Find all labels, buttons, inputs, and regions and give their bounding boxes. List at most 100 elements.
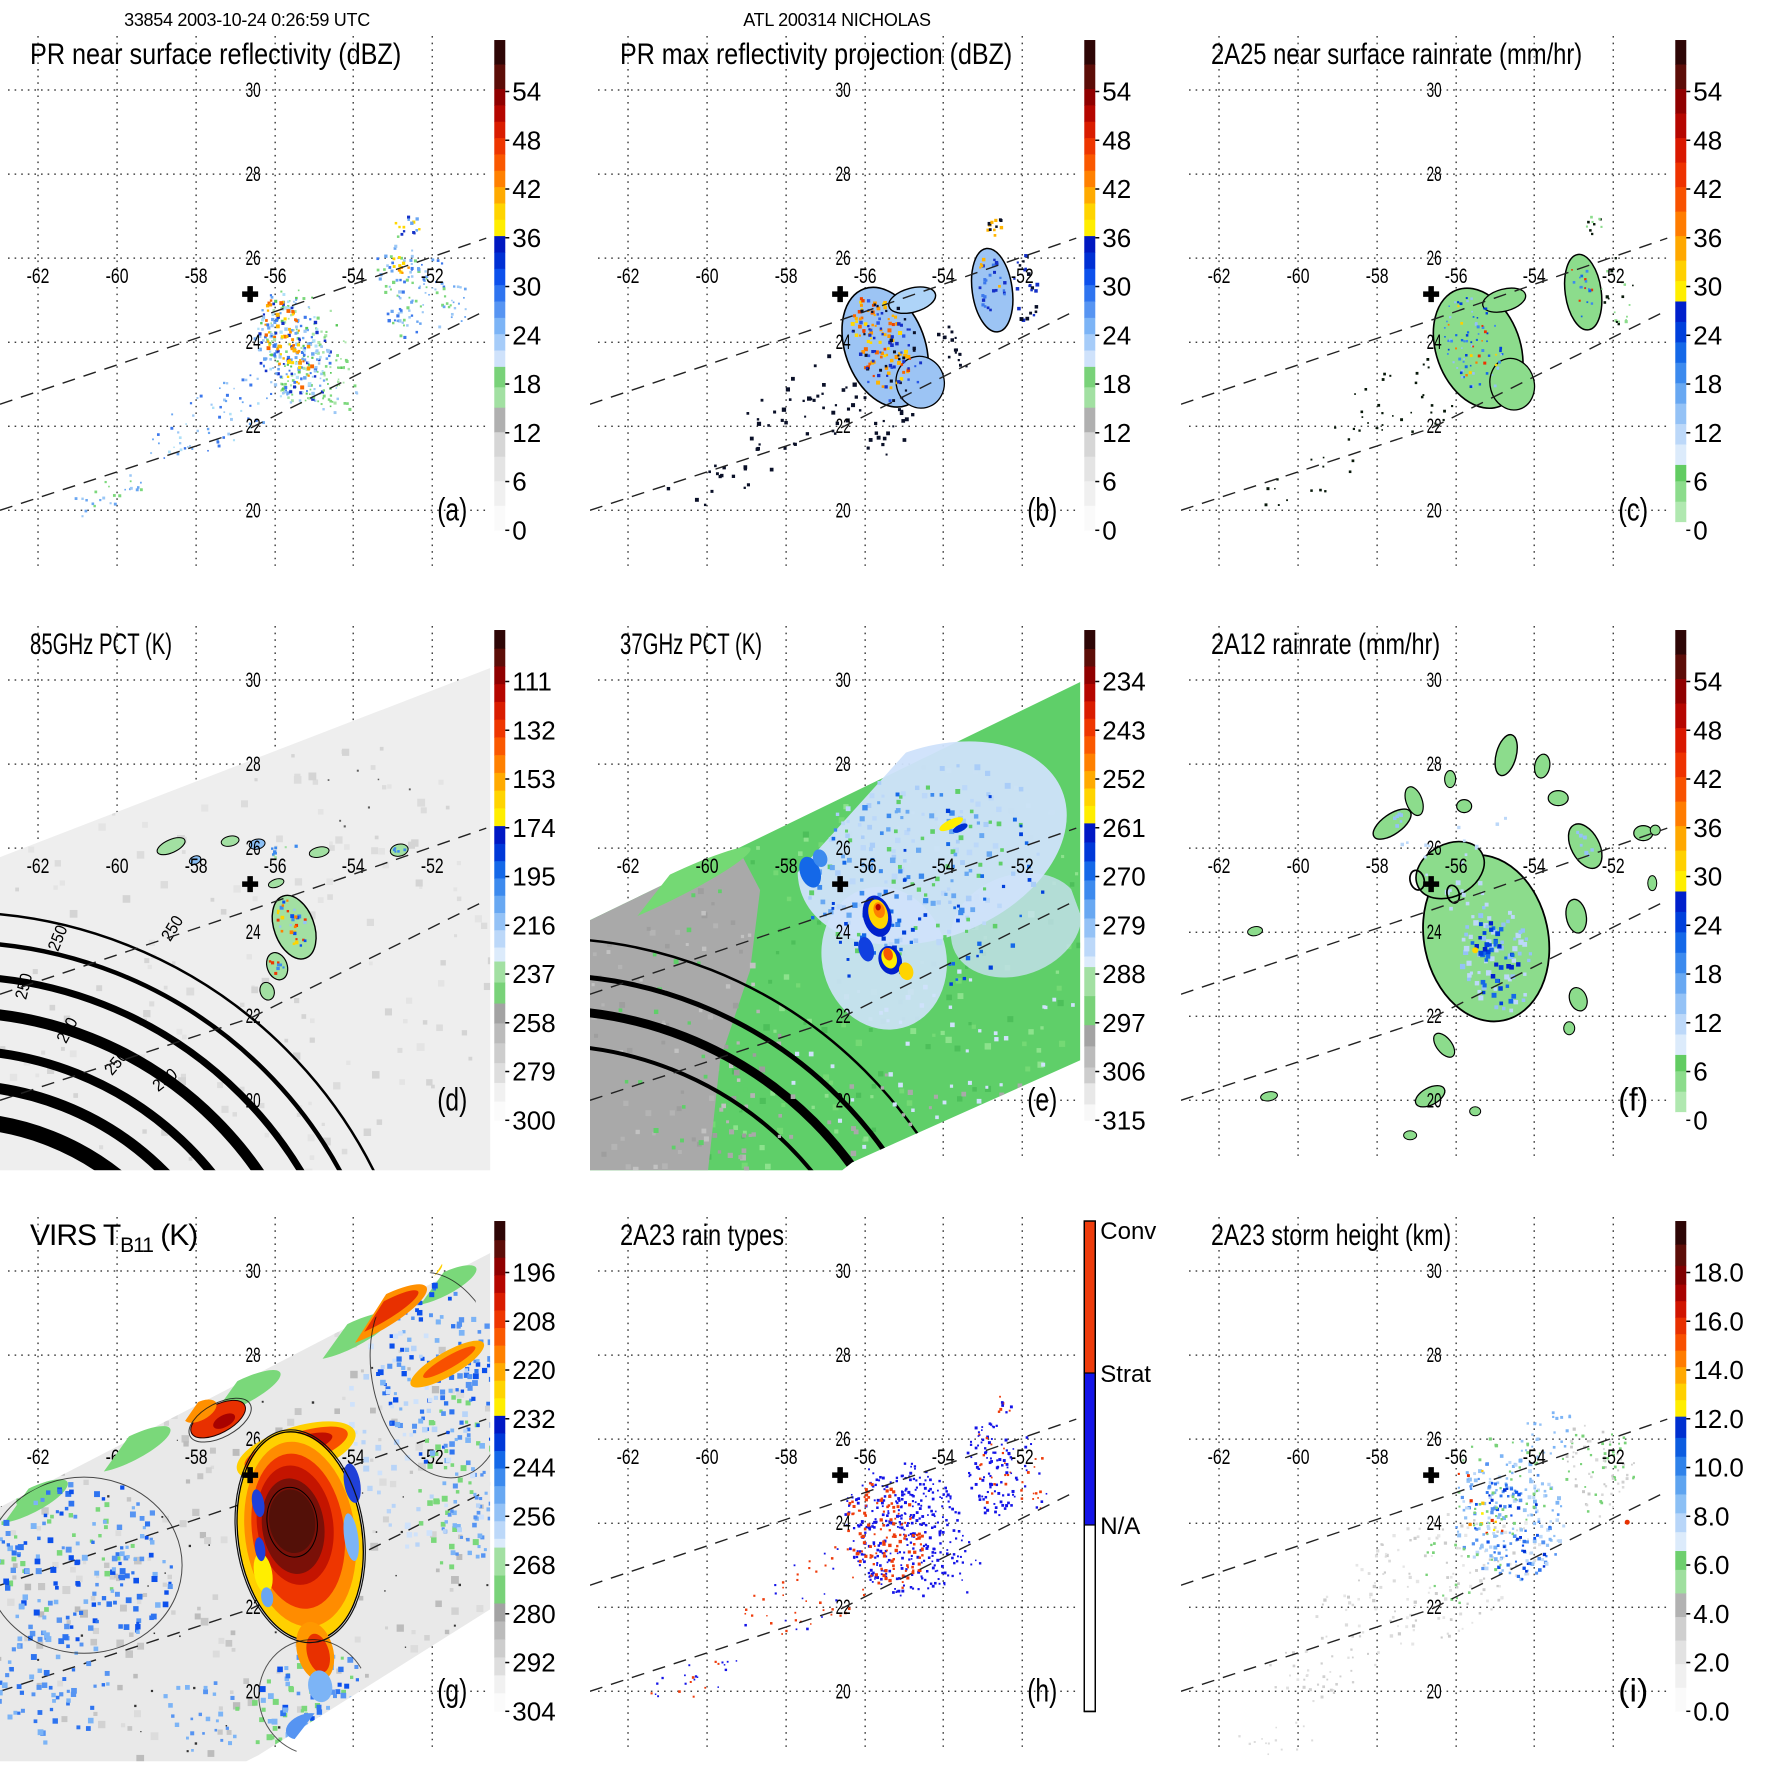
svg-text:292: 292 xyxy=(512,1647,555,1677)
svg-text:24: 24 xyxy=(1426,922,1441,945)
svg-text:36: 36 xyxy=(512,223,541,253)
svg-text:20: 20 xyxy=(836,1090,851,1113)
svg-text:132: 132 xyxy=(512,716,555,746)
svg-text:12: 12 xyxy=(1693,1008,1722,1038)
svg-text:-58: -58 xyxy=(775,265,798,288)
svg-text:6: 6 xyxy=(1693,467,1707,497)
svg-text:-60: -60 xyxy=(106,855,129,878)
storm-center-marker xyxy=(242,286,259,303)
colorbar: Conv Strat N/A xyxy=(1083,1218,1157,1712)
svg-text:-58: -58 xyxy=(185,265,208,288)
svg-text:-60: -60 xyxy=(696,1446,719,1469)
svg-text:-58: -58 xyxy=(185,1446,208,1469)
svg-text:270: 270 xyxy=(1103,862,1146,892)
storm-center-marker xyxy=(1422,286,1439,303)
svg-text:54: 54 xyxy=(512,77,541,107)
panel-title: 85GHz PCT (K) xyxy=(30,628,172,661)
svg-text:54: 54 xyxy=(1693,77,1722,107)
svg-text:24: 24 xyxy=(246,922,261,945)
panel-title: 2A12 rainrate (mm/hr) xyxy=(1211,628,1440,661)
svg-text:26: 26 xyxy=(246,837,261,860)
svg-text:30: 30 xyxy=(1693,862,1722,892)
svg-text:111: 111 xyxy=(512,667,552,697)
panel-a: -62 -60 -58 -56 -54 -52 30 28 26 24 22 20 (a) PR near… xyxy=(0,0,590,590)
panel-i: -62 -60 -58 -56 -54 -52 30 28 26 24 22 20 (i) 2A23 st… xyxy=(1180,1181,1771,1771)
svg-text:-62: -62 xyxy=(617,855,640,878)
storm-center-marker xyxy=(832,1466,849,1483)
panel-f: -62 -60 -58 -56 -54 -52 30 28 26 24 22 20 (f) 2A12 ra… xyxy=(1180,590,1771,1180)
svg-text:24: 24 xyxy=(1103,320,1132,350)
panel-title: VIRS TB11 (K) xyxy=(30,1219,197,1257)
overpass-header: 33854 2003-10-24 0:26:59 UTC xyxy=(124,10,370,30)
svg-text:-54: -54 xyxy=(342,265,365,288)
graticule xyxy=(1188,1216,1667,1751)
svg-text:48: 48 xyxy=(1693,716,1722,746)
svg-text:24: 24 xyxy=(836,922,851,945)
svg-text:0: 0 xyxy=(1103,515,1117,545)
storm-header: ATL 200314 NICHOLAS xyxy=(743,10,931,30)
svg-text:6: 6 xyxy=(1103,467,1117,497)
svg-text:-62: -62 xyxy=(27,265,50,288)
svg-text:-58: -58 xyxy=(1365,855,1388,878)
svg-text:-62: -62 xyxy=(617,1446,640,1469)
panel-h: -62 -60 -58 -56 -54 -52 30 28 26 24 22 20 (h) 2A23 ra… xyxy=(590,1181,1180,1771)
svg-text:-54: -54 xyxy=(932,855,955,878)
svg-text:-56: -56 xyxy=(854,265,877,288)
svg-text:244: 244 xyxy=(512,1452,555,1482)
svg-text:20: 20 xyxy=(836,1680,851,1703)
panel-letter: (b) xyxy=(1028,491,1058,527)
svg-text:304: 304 xyxy=(512,1696,555,1726)
svg-text:-56: -56 xyxy=(264,265,287,288)
panel-e: -62 -60 -58 -56 -54 -52 30 28 26 24 22 20 (e) 37GHz P… xyxy=(590,590,1180,1180)
colorbar: 54 48 42 36 30 24 18 12 6 0 xyxy=(494,40,541,545)
svg-text:28: 28 xyxy=(246,753,261,776)
svg-text:30: 30 xyxy=(1426,79,1441,102)
panel-letter: (c) xyxy=(1618,491,1648,527)
svg-text:-56: -56 xyxy=(1444,855,1467,878)
svg-text:-56: -56 xyxy=(854,855,877,878)
storm-center-marker xyxy=(242,876,259,893)
svg-text:-62: -62 xyxy=(617,265,640,288)
panel-title: 2A23 storm height (km) xyxy=(1211,1219,1451,1252)
panel-title: 2A23 rain types xyxy=(620,1219,784,1252)
panel-title: 2A25 near surface rainrate (mm/hr) xyxy=(1211,38,1582,71)
storm-center-marker xyxy=(832,876,849,893)
svg-text:42: 42 xyxy=(1103,174,1132,204)
storm-center-marker xyxy=(1422,1466,1439,1483)
svg-text:261: 261 xyxy=(1103,813,1146,843)
svg-text:30: 30 xyxy=(1693,272,1722,302)
svg-text:-60: -60 xyxy=(1286,265,1309,288)
svg-text:288: 288 xyxy=(1103,959,1146,989)
svg-text:24: 24 xyxy=(1693,320,1722,350)
svg-text:Conv: Conv xyxy=(1101,1218,1157,1245)
svg-text:-58: -58 xyxy=(185,855,208,878)
svg-text:26: 26 xyxy=(836,247,851,270)
panel-letter: (d) xyxy=(437,1082,467,1118)
panel-letter: (a) xyxy=(437,491,467,527)
colorbar: 234 243 252 261 270 279 288 297 306 315 xyxy=(1084,630,1146,1136)
svg-text:42: 42 xyxy=(1693,764,1722,794)
svg-text:26: 26 xyxy=(246,247,261,270)
svg-text:-52: -52 xyxy=(1601,855,1624,878)
colorbar: 54 48 42 36 30 24 18 12 6 0 xyxy=(1084,40,1132,545)
svg-text:26: 26 xyxy=(1426,837,1441,860)
svg-text:30: 30 xyxy=(836,79,851,102)
svg-text:256: 256 xyxy=(512,1501,555,1531)
svg-text:N/A: N/A xyxy=(1101,1513,1141,1540)
svg-text:18: 18 xyxy=(1103,369,1132,399)
svg-text:-56: -56 xyxy=(264,855,287,878)
svg-text:279: 279 xyxy=(512,1057,555,1087)
svg-text:24: 24 xyxy=(512,320,541,350)
storm-center-marker xyxy=(832,286,849,303)
